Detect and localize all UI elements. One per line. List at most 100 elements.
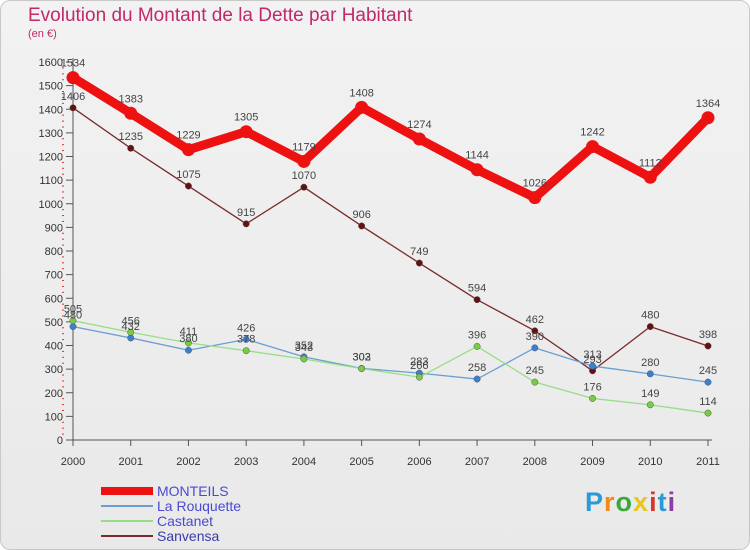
x-tick-label: 2003 bbox=[234, 456, 258, 468]
data-point-castanet bbox=[185, 339, 192, 347]
y-tick-label: 900 bbox=[45, 222, 63, 234]
series-line-la-rouquette bbox=[72, 325, 709, 383]
data-point-sanvensa bbox=[185, 182, 192, 190]
x-tick-label: 2006 bbox=[407, 456, 431, 468]
data-label-monteils: 1026 bbox=[523, 178, 547, 190]
data-label-sanvensa: 594 bbox=[468, 283, 486, 295]
data-label-monteils: 1144 bbox=[465, 150, 489, 162]
logo-letter: o bbox=[615, 487, 634, 517]
logo-letter: x bbox=[633, 487, 650, 517]
y-tick-label: 1300 bbox=[39, 128, 63, 140]
data-point-la-rouquette bbox=[69, 323, 77, 331]
series-layer bbox=[66, 71, 715, 417]
proxiti-logo: Proxiti bbox=[585, 487, 676, 518]
data-label-monteils: 1274 bbox=[407, 119, 431, 131]
data-point-monteils bbox=[643, 170, 657, 184]
legend-swatch bbox=[101, 520, 153, 522]
data-point-sanvensa bbox=[704, 342, 712, 350]
data-label-la-rouquette: 390 bbox=[526, 331, 544, 343]
data-label-la-rouquette: 352 bbox=[295, 340, 313, 352]
data-point-castanet bbox=[704, 409, 712, 417]
data-point-la-rouquette bbox=[242, 335, 250, 343]
data-point-castanet bbox=[127, 328, 135, 336]
data-point-sanvensa bbox=[473, 296, 481, 304]
series-line-sanvensa bbox=[72, 107, 709, 372]
data-label-monteils: 1383 bbox=[118, 93, 142, 105]
y-tick-label: 1400 bbox=[39, 104, 63, 116]
data-label-castanet: 343 bbox=[295, 342, 313, 354]
data-label-castanet: 456 bbox=[122, 315, 140, 327]
legend-label: Sanvensa bbox=[157, 528, 220, 544]
data-label-castanet: 378 bbox=[237, 334, 255, 346]
data-label-castanet: 114 bbox=[699, 396, 717, 408]
x-tick-label: 2004 bbox=[292, 456, 316, 468]
data-point-sanvensa bbox=[358, 222, 366, 230]
data-label-la-rouquette: 258 bbox=[468, 362, 486, 374]
data-label-sanvensa: 915 bbox=[237, 207, 255, 219]
y-tick-label: 600 bbox=[45, 293, 63, 305]
data-label-monteils: 1112 bbox=[639, 157, 662, 169]
data-label-monteils: 1534 bbox=[61, 58, 85, 70]
y-tick-label: 400 bbox=[45, 341, 63, 353]
data-label-castanet: 505 bbox=[64, 304, 82, 316]
x-tick-label: 2010 bbox=[638, 456, 662, 468]
data-label-castanet: 396 bbox=[468, 329, 486, 341]
data-point-castanet bbox=[415, 373, 423, 381]
x-tick-label: 2005 bbox=[349, 456, 373, 468]
y-tick-label: 1200 bbox=[39, 152, 63, 164]
data-label-sanvensa: 1070 bbox=[292, 170, 316, 182]
x-tick-label: 2009 bbox=[580, 456, 604, 468]
data-label-la-rouquette: 426 bbox=[237, 322, 255, 334]
chart-subtitle: (en €) bbox=[28, 28, 57, 40]
y-tick-label: 200 bbox=[45, 388, 63, 400]
legend-swatch bbox=[101, 535, 153, 537]
chart-title: Evolution du Montant de la Dette par Hab… bbox=[28, 5, 413, 26]
y-tick-label: 1500 bbox=[39, 81, 63, 93]
series-line-castanet bbox=[72, 320, 709, 414]
y-tick-label: 800 bbox=[45, 246, 63, 258]
data-point-castanet bbox=[242, 347, 250, 355]
data-label-sanvensa: 480 bbox=[641, 310, 659, 322]
data-label-la-rouquette: 280 bbox=[641, 357, 659, 369]
data-label-la-rouquette: 480 bbox=[64, 310, 82, 322]
data-label-monteils: 1364 bbox=[696, 98, 720, 110]
data-point-monteils bbox=[66, 71, 80, 85]
data-point-la-rouquette bbox=[531, 344, 539, 352]
data-point-monteils bbox=[181, 143, 195, 157]
legend-label: MONTEILS bbox=[157, 483, 229, 499]
data-point-castanet bbox=[69, 317, 77, 325]
data-point-sanvensa bbox=[242, 220, 250, 228]
data-label-castanet: 176 bbox=[583, 381, 601, 393]
data-label-sanvensa: 462 bbox=[526, 314, 544, 326]
data-label-monteils: 1408 bbox=[349, 87, 373, 99]
x-tick-label: 2007 bbox=[465, 456, 489, 468]
data-point-sanvensa bbox=[646, 323, 654, 331]
data-point-la-rouquette bbox=[589, 362, 596, 370]
x-tick-label: 2008 bbox=[523, 456, 547, 468]
logo-letter: r bbox=[604, 487, 616, 517]
data-point-monteils bbox=[297, 154, 311, 168]
data-point-monteils bbox=[528, 191, 542, 205]
data-label-la-rouquette: 313 bbox=[583, 349, 601, 361]
y-tick-label: 1000 bbox=[39, 199, 63, 211]
data-labels: 1406 1235 1075 915 1070 906 749 594 462 293 480 398… bbox=[61, 58, 720, 408]
data-point-sanvensa bbox=[127, 144, 135, 152]
y-tick-label: 100 bbox=[45, 411, 63, 423]
data-label-sanvensa: 1406 bbox=[61, 91, 85, 103]
x-tick-label: 2002 bbox=[176, 456, 200, 468]
data-label-sanvensa: 398 bbox=[699, 329, 717, 341]
logo-letter: P bbox=[585, 487, 605, 517]
data-point-la-rouquette bbox=[473, 375, 481, 383]
data-label-monteils: 1229 bbox=[176, 130, 200, 142]
data-point-castanet bbox=[646, 401, 654, 409]
legend-label: Castanet bbox=[157, 513, 214, 529]
x-tick-label: 2000 bbox=[61, 456, 85, 468]
data-point-la-rouquette bbox=[185, 346, 192, 354]
data-point-castanet bbox=[300, 355, 308, 363]
data-point-castanet bbox=[358, 365, 366, 373]
data-label-castanet: 245 bbox=[526, 365, 544, 377]
data-point-castanet bbox=[589, 394, 596, 402]
data-point-sanvensa bbox=[69, 104, 77, 112]
